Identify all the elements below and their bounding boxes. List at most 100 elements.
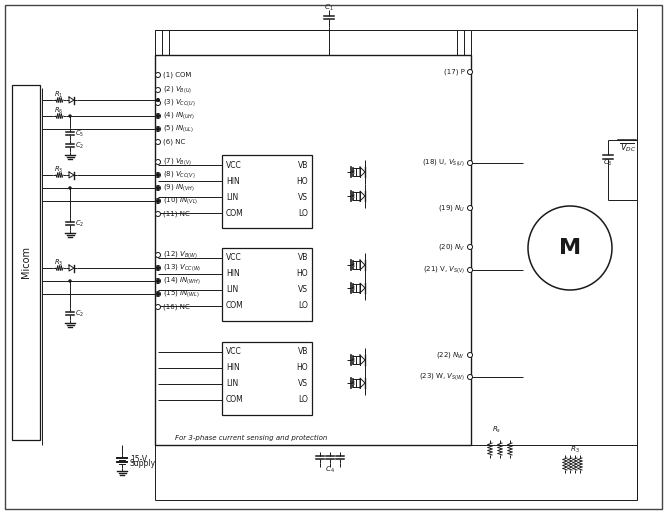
Text: HIN: HIN [226,176,239,186]
Text: COM: COM [226,209,243,217]
Text: (4) $IN_{(UH)}$: (4) $IN_{(UH)}$ [163,111,195,121]
Text: LO: LO [298,302,308,310]
Text: (8) $V_{CC(V)}$: (8) $V_{CC(V)}$ [163,170,195,180]
Circle shape [155,198,161,204]
Text: (11) NC: (11) NC [163,211,189,217]
Text: M: M [559,238,581,258]
Text: (6) NC: (6) NC [163,139,185,145]
Text: $V_{DC}$: $V_{DC}$ [620,142,636,154]
Text: (16) NC: (16) NC [163,304,189,310]
Text: $C_4$: $C_4$ [325,465,335,475]
Circle shape [155,291,161,297]
Text: (21) V, $V_{S(V)}$: (21) V, $V_{S(V)}$ [422,265,465,276]
Text: $C_5$: $C_5$ [75,128,84,139]
Text: HO: HO [296,176,308,186]
Text: 15-V: 15-V [130,454,147,464]
Text: (13) $V_{CC(W)}$: (13) $V_{CC(W)}$ [163,263,201,273]
Text: Supply: Supply [130,460,156,468]
Text: (19) $N_U$: (19) $N_U$ [438,203,465,213]
Text: $R_3$: $R_3$ [570,445,580,455]
Text: LO: LO [298,209,308,217]
Text: (10) $IN_{(VL)}$: (10) $IN_{(VL)}$ [163,196,198,207]
Circle shape [157,292,159,296]
Text: VS: VS [298,379,308,389]
Text: VS: VS [298,285,308,295]
Circle shape [157,127,159,131]
Text: HO: HO [296,363,308,373]
Circle shape [468,353,472,358]
Circle shape [468,245,472,249]
Text: HO: HO [296,269,308,279]
Text: (14) $IN_{(WH)}$: (14) $IN_{(WH)}$ [163,276,201,286]
Text: $R_s$: $R_s$ [492,425,502,435]
Bar [222,155,312,228]
Text: (22) $N_W$: (22) $N_W$ [436,350,465,360]
Circle shape [157,280,159,283]
Text: VCC: VCC [226,160,241,170]
Text: Micom: Micom [21,247,31,279]
Text: (5) $IN_{(UL)}$: (5) $IN_{(UL)}$ [163,123,194,134]
Circle shape [69,115,71,117]
Circle shape [155,173,161,177]
Text: VB: VB [297,253,308,263]
Text: VB: VB [297,347,308,357]
Text: $C_2$: $C_2$ [75,140,84,151]
Circle shape [155,87,161,93]
Text: $C_2$: $C_2$ [75,308,84,319]
Circle shape [468,375,472,379]
Bar [222,248,312,321]
Circle shape [155,252,161,258]
Text: $R_6$: $R_6$ [54,106,63,116]
Text: (2) $V_{B(U)}$: (2) $V_{B(U)}$ [163,85,192,96]
Circle shape [155,114,161,119]
Circle shape [468,160,472,166]
Circle shape [155,266,161,270]
Text: (23) W, $V_{S(W)}$: (23) W, $V_{S(W)}$ [419,372,465,382]
Text: LIN: LIN [226,193,238,201]
Text: (9) $IN_{(VH)}$: (9) $IN_{(VH)}$ [163,182,195,193]
Circle shape [155,211,161,216]
Circle shape [468,267,472,272]
Circle shape [155,186,161,191]
Bar [155,55,471,445]
Circle shape [69,280,71,282]
Bar [222,342,312,415]
Circle shape [155,139,161,144]
Circle shape [69,187,71,189]
Text: VB: VB [297,160,308,170]
Text: LO: LO [298,395,308,405]
Circle shape [155,304,161,309]
Circle shape [157,266,159,269]
Circle shape [157,187,159,190]
Text: LIN: LIN [226,285,238,295]
Circle shape [528,206,612,290]
Text: (15) $IN_{(WL)}$: (15) $IN_{(WL)}$ [163,288,200,299]
Circle shape [155,279,161,284]
Text: $R_3$: $R_3$ [55,258,63,268]
Bar [12,85,40,440]
Text: (1) COM: (1) COM [163,72,191,78]
Text: VS: VS [298,193,308,201]
Text: VCC: VCC [226,253,241,263]
Text: For 3-phase current sensing and protection: For 3-phase current sensing and protecti… [175,435,327,441]
Circle shape [157,115,159,118]
Text: $R_3$: $R_3$ [55,165,63,175]
Circle shape [468,206,472,211]
Text: (18) U, $V_{S(U)}$: (18) U, $V_{S(U)}$ [422,158,465,169]
Text: (12) $V_{B(W)}$: (12) $V_{B(W)}$ [163,250,198,261]
Text: (20) $N_V$: (20) $N_V$ [438,242,465,252]
Circle shape [157,99,159,101]
Text: COM: COM [226,302,243,310]
Text: $C_2$: $C_2$ [75,218,84,229]
Text: VCC: VCC [226,347,241,357]
Circle shape [155,72,161,78]
Text: (17) P: (17) P [444,69,465,75]
Text: HIN: HIN [226,269,239,279]
Circle shape [155,159,161,164]
Text: $C_1$: $C_1$ [324,3,334,13]
Circle shape [468,69,472,75]
Text: $C_3$: $C_3$ [603,158,613,168]
Text: $R_1$: $R_1$ [55,90,63,100]
Text: LIN: LIN [226,379,238,389]
Circle shape [155,101,161,105]
